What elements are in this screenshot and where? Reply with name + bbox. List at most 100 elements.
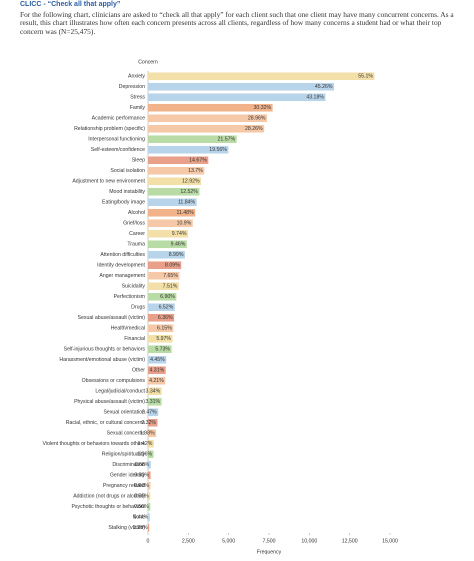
y-tick-label: Relationship problem (specific) xyxy=(74,126,145,132)
value-label: 8.99% xyxy=(169,252,184,258)
value-label: 8.09% xyxy=(165,263,180,269)
value-label: 4.31% xyxy=(149,368,164,374)
value-label: 13.7% xyxy=(188,168,203,174)
bar xyxy=(148,93,326,102)
y-tick-label: Eating/body image xyxy=(102,200,145,206)
value-label: 0.44% xyxy=(134,515,149,521)
y-tick-label: Sexual abuse/assault (victim) xyxy=(78,315,146,321)
value-label: 45.26% xyxy=(315,84,333,90)
bar xyxy=(148,513,150,522)
y-tick-label: Self-esteem/confidence xyxy=(91,147,145,153)
y-tick-label: Identity development xyxy=(97,263,145,269)
y-tick-label: Physical abuse/assault (victim) xyxy=(74,399,145,405)
y-tick-label: Adjustment to new environment xyxy=(72,179,145,185)
bar xyxy=(148,177,202,186)
y-tick-label: Academic performance xyxy=(92,116,145,122)
x-axis-label: Frequency xyxy=(257,549,282,555)
x-tick-label: 10,000 xyxy=(301,538,317,544)
value-label: 0.56% xyxy=(134,494,149,500)
x-tick-label: 15,000 xyxy=(382,538,398,544)
value-label: 0.28% xyxy=(133,525,148,531)
bar xyxy=(148,408,159,417)
y-tick-label: Discrimination xyxy=(112,462,145,468)
y-tick-label: Racial, ethnic, or cultural concerns xyxy=(66,420,146,426)
value-label: 12.52% xyxy=(180,189,198,195)
y-tick-label: Legal/judicial/conduct xyxy=(95,389,145,395)
bar xyxy=(148,387,162,396)
bar xyxy=(148,229,189,238)
bar xyxy=(148,345,172,354)
value-label: 12.92% xyxy=(182,179,200,185)
bar xyxy=(148,439,154,448)
value-label: 9.46% xyxy=(171,242,186,248)
y-tick-label: Suicidality xyxy=(122,284,146,290)
y-tick-label: Self-injurious thoughts or behaviors xyxy=(64,347,146,353)
bar xyxy=(148,145,229,154)
value-label: 6.52% xyxy=(159,305,174,311)
y-tick-label: Pregnancy related xyxy=(103,483,145,489)
value-label: 1.42% xyxy=(138,441,153,447)
value-label: 0.63% xyxy=(134,473,149,479)
bar xyxy=(148,481,151,490)
value-label: 6.15% xyxy=(157,326,172,332)
y-tick-label: None xyxy=(133,515,146,521)
y-tick-label: Perfectionism xyxy=(114,294,145,300)
bar xyxy=(148,303,175,312)
description: For the following chart, clinicians are … xyxy=(20,10,454,36)
bar xyxy=(148,282,179,291)
y-tick-label: Anxiety xyxy=(128,74,145,80)
bar xyxy=(148,135,237,144)
y-tick-label: Financial xyxy=(124,336,145,342)
bar xyxy=(148,261,182,270)
y-tick-label: Attention difficulties xyxy=(100,252,145,258)
value-label: 2.32% xyxy=(141,420,156,426)
value-label: 28.26% xyxy=(245,126,263,132)
value-label: 1.36% xyxy=(137,452,152,458)
bar xyxy=(148,313,175,322)
value-label: 4.45% xyxy=(150,357,165,363)
bar xyxy=(148,429,157,438)
value-label: 3.31% xyxy=(145,399,160,405)
value-label: 2.47% xyxy=(142,410,157,416)
y-tick-label: Depression xyxy=(119,84,145,90)
y-tick-label: Mood instability xyxy=(109,189,145,195)
y-tick-label: Grief/loss xyxy=(123,221,145,227)
bar xyxy=(148,82,335,91)
x-tick-label: 2,500 xyxy=(182,538,195,544)
value-label: 4.21% xyxy=(149,378,164,384)
y-tick-label: Drugs xyxy=(131,305,145,311)
bar xyxy=(148,355,167,364)
bar xyxy=(148,292,177,301)
bar xyxy=(148,240,187,249)
value-label: 21.57% xyxy=(218,137,236,143)
section-title: CLICC - “Check all that apply” xyxy=(20,1,121,8)
y-tick-label: Other xyxy=(132,368,145,374)
bar xyxy=(148,72,375,81)
y-tick-label: Stalking (victim) xyxy=(108,525,145,531)
y-tick-label: Sleep xyxy=(132,158,145,164)
y-tick-label: Sexual concerns xyxy=(107,431,146,437)
bar xyxy=(148,219,193,228)
y-tick-label: Interpersonal functioning xyxy=(88,137,145,143)
bar xyxy=(148,208,196,217)
bar xyxy=(148,460,151,469)
y-tick-label: Anger management xyxy=(99,273,145,279)
y-tick-label: Violent thoughts or behaviors towards ot… xyxy=(42,441,145,447)
bar xyxy=(148,376,166,385)
value-label: 11.48% xyxy=(176,210,194,216)
bar xyxy=(148,156,209,165)
bar xyxy=(148,334,173,343)
y-axis-label: Concern xyxy=(138,59,158,65)
y-tick-label: Sexual orientation xyxy=(103,410,145,416)
value-label: 3.34% xyxy=(146,389,161,395)
y-tick-label: Psychotic thoughts or behaviors xyxy=(71,504,145,510)
value-label: 30.32% xyxy=(254,105,272,111)
bar xyxy=(148,103,273,112)
bar xyxy=(148,187,200,196)
value-label: 5.73% xyxy=(155,347,170,353)
value-label: 0.68% xyxy=(135,462,150,468)
value-label: 14.67% xyxy=(189,158,207,164)
value-label: 7.51% xyxy=(163,284,178,290)
y-tick-label: Addiction (not drugs or alcohol) xyxy=(73,494,145,500)
value-label: 55.1% xyxy=(358,74,373,80)
